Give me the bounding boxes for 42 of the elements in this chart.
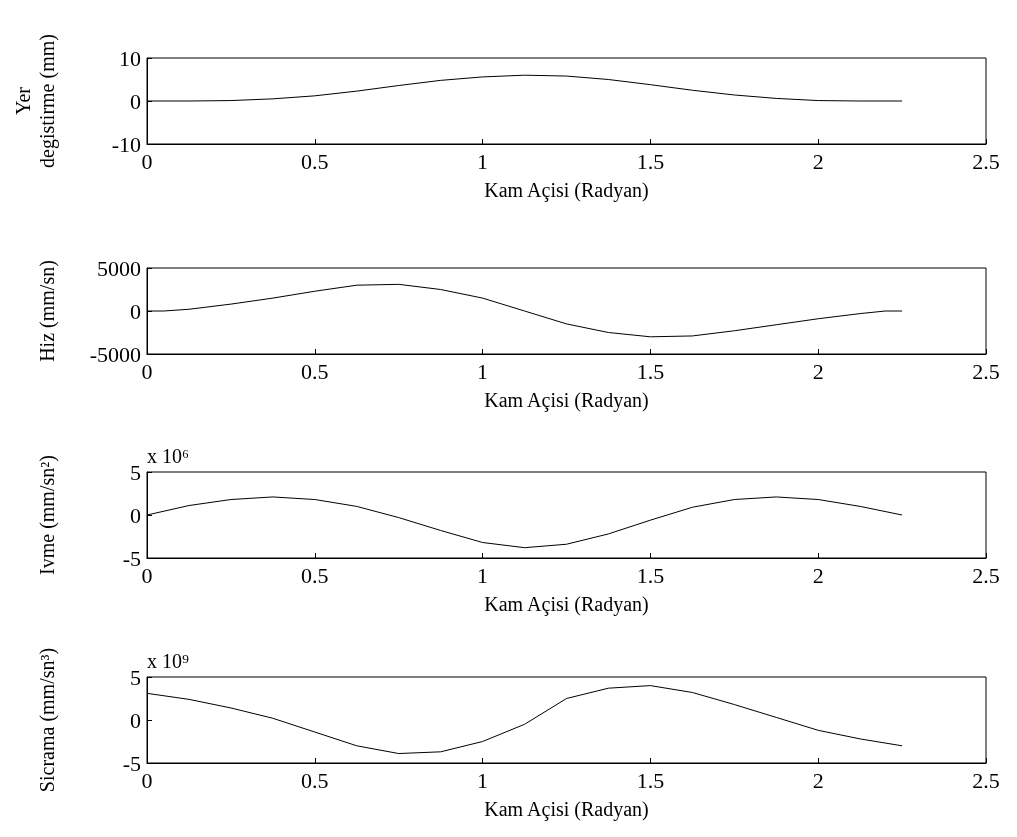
x-axis-title: Kam Açisi (Radyan)	[484, 593, 649, 616]
y-tick-label: 0	[130, 707, 141, 733]
x-tick-label: 0.5	[301, 767, 329, 793]
y-tick-label: 5	[130, 459, 141, 485]
y-axis-title: Yer degistirme (mm)	[12, 34, 59, 168]
x-axis-title: Kam Açisi (Radyan)	[484, 179, 649, 202]
x-tick-label: 1.5	[636, 148, 665, 174]
text: x 10⁶	[147, 445, 189, 467]
x-tick-label: 1	[477, 767, 489, 793]
y-axis-title: Ivme (mm/sn²)	[36, 455, 59, 575]
y-tick-label: 0	[130, 502, 141, 528]
x-axis-title: Kam Açisi (Radyan)	[484, 389, 649, 412]
y-axis-title: Sicrama (mm/sn³)	[36, 647, 59, 793]
x-tick-label: 2	[812, 562, 824, 588]
y-axis-title: Hiz (mm/sn)	[36, 260, 59, 362]
x-tick-label: 2	[812, 358, 824, 384]
x-tick-label: 1.5	[636, 767, 665, 793]
x-tick-label: 1.5	[636, 358, 665, 384]
x-tick-label: 0.5	[301, 148, 329, 174]
x-tick-label: 1.5	[636, 562, 665, 588]
y-tick-label: 0	[130, 298, 141, 324]
x-tick-label: 2	[812, 767, 824, 793]
x-tick-label: 2.5	[972, 562, 1000, 588]
y-tick-label: 5000	[97, 255, 141, 281]
x-tick-label: 2.5	[972, 148, 1000, 174]
x-tick-label: 2.5	[972, 358, 1000, 384]
y-tick-label: -10	[111, 131, 141, 157]
x-tick-label: 2.5	[972, 767, 1000, 793]
y-tick-label: 5	[130, 664, 141, 690]
y-tick-label: -5	[122, 750, 141, 776]
x-tick-label: 0.5	[301, 358, 329, 384]
x-tick-label: 1	[477, 562, 489, 588]
x-axis-title: Kam Açisi (Radyan)	[484, 798, 649, 821]
x-tick-label: 1	[477, 358, 489, 384]
x-tick-label: 1	[477, 148, 489, 174]
text: x 10⁹	[147, 650, 189, 672]
x-tick-label: 2	[812, 148, 824, 174]
y-tick-label: -5	[122, 545, 141, 571]
y-tick-label: -5000	[89, 341, 141, 367]
x-tick-label: 0.5	[301, 562, 329, 588]
y-tick-label: 0	[130, 88, 141, 114]
y-tick-label: 10	[119, 45, 141, 71]
